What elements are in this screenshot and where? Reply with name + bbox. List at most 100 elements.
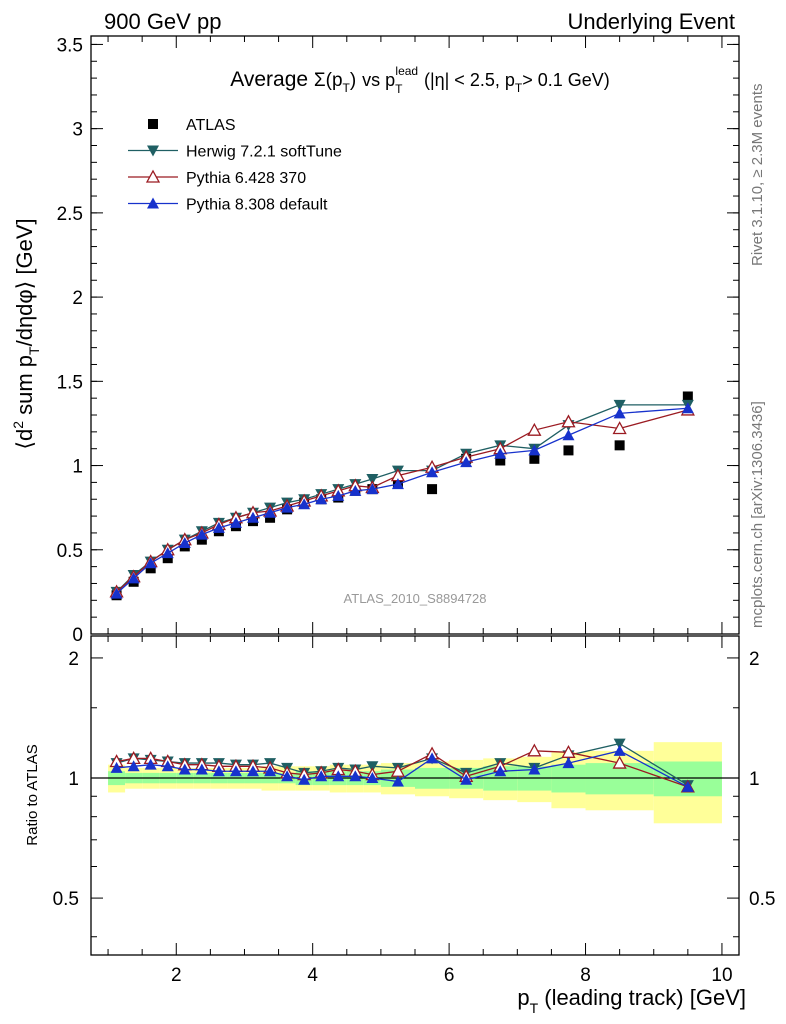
xtick-label: 8 [580, 965, 591, 986]
ratio-point-pythia-8-308-default [315, 770, 328, 782]
ratio-point-herwig-7-2-1-softtune [613, 738, 626, 750]
ratio-ytick-label-left: 2 [68, 649, 79, 670]
ratio-point-pythia-8-308-default [127, 760, 140, 772]
main-point-pythia-8-308-default [298, 498, 311, 510]
main-ytick-label: 2 [72, 288, 83, 309]
ratio-ytick-label-right: 0.5 [749, 889, 775, 910]
ratio-ytick-label-right: 2 [749, 649, 760, 670]
ratio-ytick-label-left: 1 [68, 769, 79, 790]
main-point-pythia-8-308-default [127, 572, 140, 584]
main-ytick-label: 1.5 [57, 372, 83, 393]
main-line-pythia-6-428-370 [116, 409, 689, 593]
rivet-note: Rivet 3.1.10, ≥ 2.3M events [749, 84, 766, 267]
panel-frames [90, 35, 740, 956]
legend-label-pythia-8-308-default: Pythia 8.308 default [186, 197, 328, 214]
ratio-point-pythia-8-308-default [281, 770, 294, 782]
main-point-pythia-6-428-370 [612, 421, 627, 435]
title-cuts-b: > 0.1 GeV) [522, 70, 610, 90]
ratio-point-pythia-8-308-default [681, 780, 694, 792]
ratio-point-pythia-8-308-default [426, 752, 439, 764]
main-point-pythia-8-308-default [161, 547, 174, 559]
main-point-pythia-6-428-370 [527, 422, 542, 436]
ratio-point-pythia-8-308-default [110, 761, 123, 773]
xtick-label: 2 [171, 965, 182, 986]
title-vs-sub: T [395, 82, 403, 96]
legend-label-pythia-6-428-370: Pythia 6.428 370 [186, 170, 306, 187]
main-point-pythia-8-308-default [178, 537, 191, 549]
ratio-point-herwig-7-2-1-softtune [366, 761, 379, 773]
main-panel-frame [90, 35, 740, 635]
ratio-point-pythia-8-308-default [332, 770, 345, 782]
ratio-point-pythia-8-308-default [247, 765, 259, 777]
main-line-herwig-7-2-1-softtune [116, 404, 688, 593]
axis-ticks [91, 36, 739, 955]
ratio-point-pythia-8-308-default [366, 772, 379, 784]
main-point-pythia-8-308-default [613, 407, 626, 419]
main-point-pythia-8-308-default [562, 429, 575, 441]
main-point-pythia-8-308-default [528, 444, 541, 456]
main-ylabel: ⟨d2 sum pT/dηdφ⟩ [GeV] [10, 218, 42, 449]
main-point-pythia-8-308-default [264, 506, 277, 518]
main-point-atlas [427, 484, 438, 495]
main-point-atlas [495, 455, 506, 466]
ratio-uncertainty-bands [91, 742, 739, 824]
xlabel-a: p [517, 985, 529, 1010]
legend-marker-pythia-6-428-370 [145, 169, 161, 183]
main-point-atlas [265, 512, 276, 523]
xlabel-b: (leading track) [GeV] [538, 985, 746, 1010]
ratio-point-pythia-6-428-370 [612, 755, 627, 769]
ratio-point-pythia-6-428-370 [527, 743, 542, 757]
main-point-pythia-8-308-default [494, 447, 507, 459]
ratio-panel-frame [90, 635, 740, 956]
main-point-atlas [529, 453, 540, 464]
ylabel-sup: 2 [10, 421, 26, 429]
main-point-pythia-8-308-default [110, 587, 123, 599]
ratio-ytick-label-left: 0.5 [53, 889, 79, 910]
xlabel: pT (leading track) [GeV] [517, 985, 746, 1016]
legend-marker-atlas [148, 119, 158, 129]
main-point-pythia-8-308-default [681, 402, 694, 414]
ratio-point-pythia-8-308-default [161, 760, 174, 772]
ratio-point-pythia-8-308-default [212, 765, 225, 777]
header-left: 900 GeV pp [104, 9, 221, 34]
title-sigma: Σ(p [314, 70, 343, 91]
main-point-pythia-8-308-default [426, 466, 439, 478]
analysis-watermark: ATLAS_2010_S8894728 [344, 591, 487, 606]
title-cuts-a: (|η| < 2.5, p [424, 70, 515, 90]
title-sigma-close: ) [350, 70, 356, 91]
main-point-atlas [563, 445, 574, 456]
main-point-pythia-8-308-default [195, 528, 208, 540]
series-layer [109, 391, 695, 793]
main-point-pythia-8-308-default [247, 511, 259, 523]
main-ytick-label: 3 [72, 120, 83, 141]
ylabel-b: sum p [12, 355, 37, 421]
ratio-point-pythia-8-308-default [195, 763, 208, 775]
ratio-point-pythia-8-308-default [178, 763, 191, 775]
legend-label-herwig-7-2-1-softtune: Herwig 7.2.1 softTune [186, 144, 342, 161]
main-point-herwig-7-2-1-softtune [366, 474, 379, 486]
ratio-ytick-label-right: 1 [749, 769, 760, 790]
main-point-pythia-8-308-default [229, 516, 242, 528]
ratio-point-pythia-8-308-default [144, 758, 157, 770]
ratio-ylabel: Ratio to ATLAS [24, 744, 41, 845]
main-ytick-label: 0 [72, 625, 83, 646]
ratio-point-pythia-8-308-default [528, 763, 541, 775]
legend-marker-herwig-7-2-1-softtune [147, 145, 159, 157]
xtick-label: 10 [711, 965, 732, 986]
ratio-point-pythia-8-308-default [460, 773, 473, 785]
ylabel-c: /dηdφ⟩ [GeV] [12, 218, 37, 346]
title-sigma-sub: T [343, 81, 351, 95]
main-point-pythia-8-308-default [212, 521, 225, 533]
main-point-atlas [682, 391, 693, 402]
ratio-point-pythia-8-308-default [229, 765, 242, 777]
tick-labels: 0 0.5 1 1.5 2 2.5 3 3.5 2 4 6 8 10 0.5 0.5 1 1 2 2 [53, 35, 776, 986]
legend: ATLAS Herwig 7.2.1 softTune Pythia 6.428 3… [128, 117, 342, 214]
title-vs-sup: lead [395, 64, 418, 78]
ratio-point-pythia-8-308-default [298, 773, 311, 785]
main-point-pythia-8-308-default [391, 478, 404, 490]
main-ytick-label: 3.5 [57, 35, 83, 56]
main-point-atlas [614, 440, 625, 451]
main-point-pythia-8-308-default [460, 456, 473, 468]
ratio-point-pythia-8-308-default [562, 757, 575, 769]
